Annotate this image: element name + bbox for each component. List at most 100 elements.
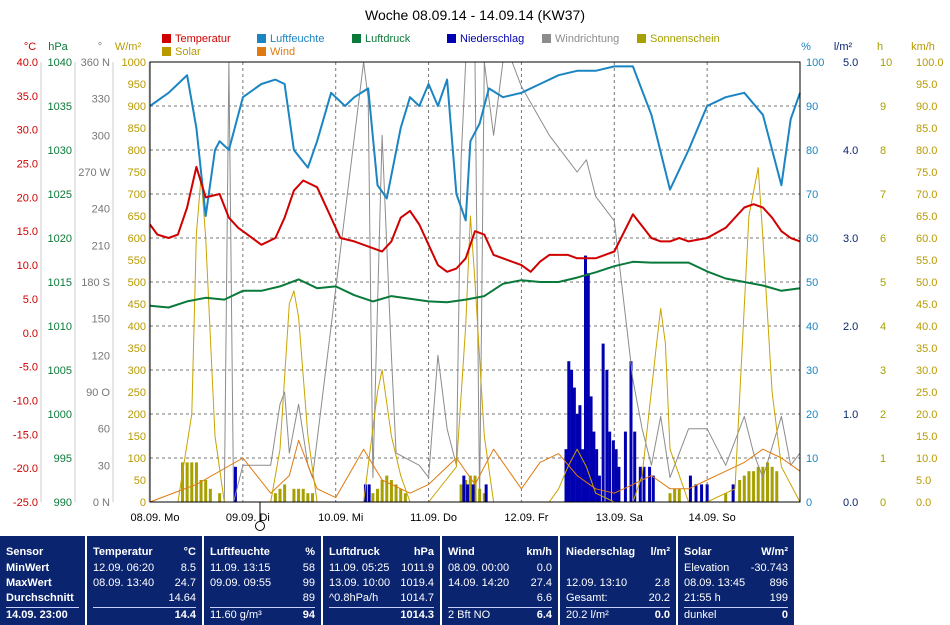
rain-bar <box>601 343 605 502</box>
solar-tick-label: 150 <box>128 431 146 443</box>
rain-bar <box>363 484 367 502</box>
wind-tick-label: 5.0 <box>916 475 931 487</box>
sunshine-bar <box>376 488 379 502</box>
luftfeuchte-row-value: 94 <box>302 609 315 621</box>
x-tick-label: 10.09. Mi <box>318 512 363 524</box>
temperatur-row-value: 24.7 <box>174 577 196 589</box>
sunshine-bar <box>208 488 212 502</box>
wind_direction-tick-label: 150 <box>92 314 110 326</box>
x-axis-ticks: 08.09. Mo 09.09. Di 10.09. Mi 11.09. Do 12.0… <box>131 512 736 524</box>
wind_direction-tick-label: 180 S <box>81 277 110 289</box>
pressure-tick-label: 995 <box>54 453 72 465</box>
wind_direction-tick-label: 210 <box>92 240 110 252</box>
legend: Temperatur Luftfeuchte Luftdruck Niederschl… <box>162 33 720 58</box>
temperatur-row-value: 8.5 <box>180 562 196 574</box>
weather-chart: Woche 08.09.14 - 14.09.14 (KW37) Tempera… <box>13 7 944 531</box>
luftdruck-row-label: 11.09. 05:25 <box>329 562 390 574</box>
col-sensor: Sensor MinWert MaxWert Durchschnitt 14.0… <box>0 536 85 625</box>
solar-tick-label: 200 <box>128 409 146 421</box>
rain-bar <box>705 484 709 502</box>
sunshine-bar <box>668 493 672 502</box>
rain-bar <box>484 484 488 502</box>
sunshine-bar <box>283 484 287 502</box>
temperature-tick-label: 25.0 <box>17 159 38 171</box>
rain-bar <box>586 273 590 502</box>
temperatur-row-value: 14.64 <box>168 592 196 604</box>
pressure-tick-label: 1020 <box>48 233 72 245</box>
pressure-tick-label: 1015 <box>48 277 72 289</box>
solar-row-value: -30.743 <box>750 562 788 574</box>
sunshine-tick-label: 7 <box>880 189 886 201</box>
wind-tick-label: 35.0 <box>916 343 937 355</box>
luftdruck-line <box>149 260 801 309</box>
wind-tick-label: 55.0 <box>916 255 937 267</box>
rain-bar <box>611 440 615 502</box>
cursor-icon[interactable] <box>255 502 265 531</box>
rain-tick-label: 4.0 <box>843 145 858 157</box>
axes: 40.035.030.025.020.015.010.05.00.0-5.0-1… <box>13 41 944 509</box>
legend-swatch <box>162 34 171 43</box>
temperature-tick-label: 15.0 <box>17 226 38 238</box>
rain-bar <box>570 370 574 502</box>
solar-tick-label: 250 <box>128 387 146 399</box>
x-tick-label: 13.09. Sa <box>596 512 644 524</box>
temperatur-row-label: 12.09. 06:20 <box>93 562 155 574</box>
rain-tick-label: 2.0 <box>843 321 858 333</box>
x-tick-label: 08.09. Mo <box>131 512 180 524</box>
wind-row-value: 6.6 <box>536 592 552 604</box>
wind-unit-label: km/h <box>911 41 935 53</box>
niederschlag-row-label: Gesamt: <box>566 592 608 604</box>
wind-row-label: 08.09. 00:00 <box>448 562 510 574</box>
temperatur-line <box>149 165 801 273</box>
temperature-tick-label: -10.0 <box>13 395 38 407</box>
sunshine-bar <box>752 471 756 502</box>
pressure-tick-label: 990 <box>54 497 72 509</box>
humidity-tick-label: 0 <box>806 497 812 509</box>
sunshine-bar <box>473 475 477 502</box>
col-niederschlag: Niederschlag l/m² 12.09. 13:10 2.8 Gesamt: 20… <box>560 536 676 625</box>
sunshine-bar <box>273 493 277 502</box>
rain-tick-label: 5.0 <box>843 57 858 69</box>
rain-bar <box>651 475 655 502</box>
humidity-tick-label: 10 <box>806 453 818 465</box>
temperature-tick-label: 35.0 <box>17 91 38 103</box>
luftfeuchte-line <box>149 65 801 222</box>
wind-line <box>149 439 801 503</box>
sunshine-bar <box>673 488 677 502</box>
wind-tick-label: 40.0 <box>916 321 937 333</box>
wind-unit: km/h <box>526 546 552 558</box>
sunshine-bar <box>394 484 398 502</box>
sunshine-tick-label: 4 <box>880 321 886 333</box>
temperature-tick-label: 5.0 <box>23 294 38 306</box>
sunshine-bar <box>190 462 194 502</box>
rain-bar <box>471 484 475 502</box>
sunshine-tick-label: 10 <box>880 57 892 69</box>
humidity-tick-label: 70 <box>806 189 818 201</box>
solar-tick-label: 800 <box>128 145 146 157</box>
rain-bar <box>575 414 579 502</box>
wind_direction-tick-label: 360 N <box>81 57 110 69</box>
humidity-tick-label: 40 <box>806 321 818 333</box>
wind-header: Wind <box>448 546 475 558</box>
humidity-tick-label: 50 <box>806 277 818 289</box>
solar-tick-label: 1000 <box>122 57 146 69</box>
sunshine-bar <box>747 471 751 502</box>
legend-label: Niederschlag <box>460 33 524 45</box>
solar-tick-label: 450 <box>128 299 146 311</box>
sunshine-bar <box>677 488 681 502</box>
solar-tick-label: 100 <box>128 453 146 465</box>
temperature-tick-label: 0.0 <box>23 328 38 340</box>
rain-bar <box>466 484 470 502</box>
wind-tick-label: 60.0 <box>916 233 937 245</box>
wind-tick-label: 70.0 <box>916 189 937 201</box>
sunshine-bar <box>385 475 389 502</box>
rain-bar <box>572 387 576 502</box>
humidity-tick-label: 100 <box>806 57 824 69</box>
solar-tick-label: 900 <box>128 101 146 113</box>
temperatur-unit: °C <box>183 546 196 558</box>
wind_direction-tick-label: 240 <box>92 204 110 216</box>
sensor-row: MinWert <box>6 562 50 574</box>
col-temperatur: Temperatur °C 12.09. 06:20 8.5 08.09. 13:40 2… <box>87 536 202 625</box>
temperature-tick-label: 40.0 <box>17 57 38 69</box>
temperature-tick-label: -20.0 <box>13 463 38 475</box>
